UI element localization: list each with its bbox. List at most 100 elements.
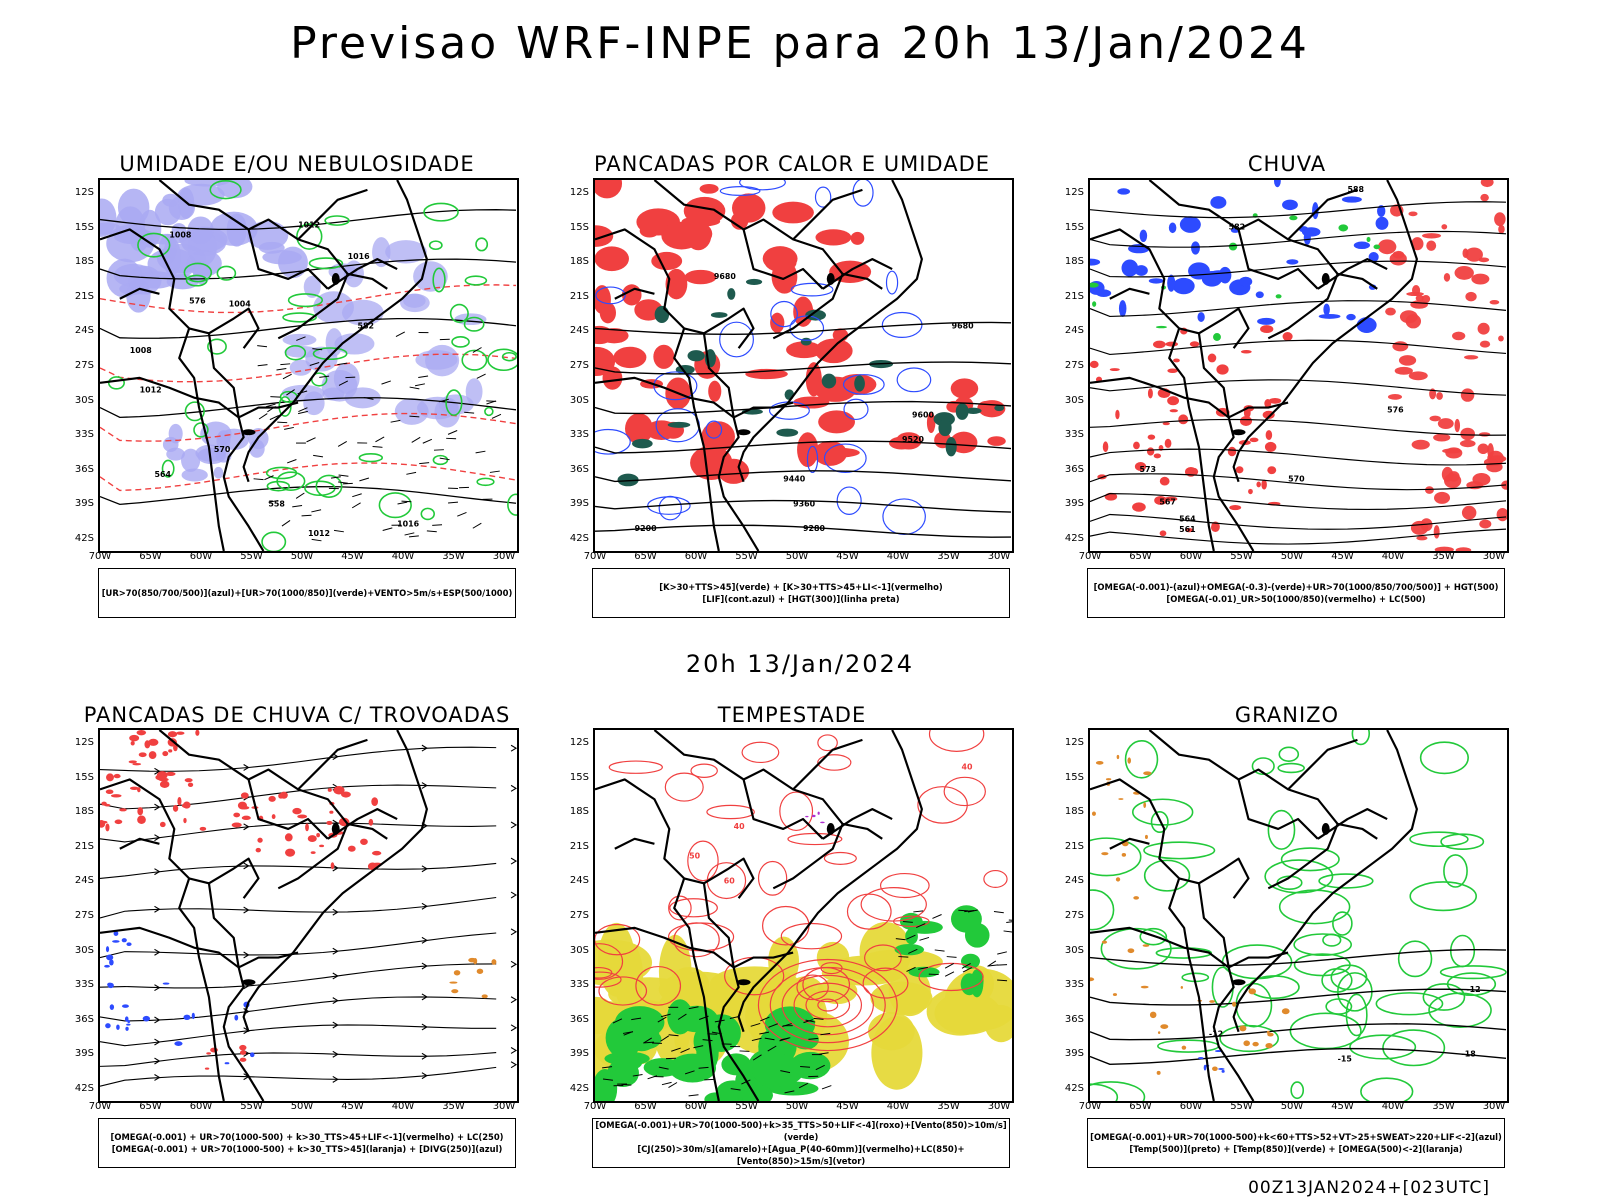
latitude-tick-label: 33S bbox=[1064, 979, 1084, 991]
contour-label: 576 bbox=[1387, 405, 1404, 414]
latitude-tick-label: 42S bbox=[74, 533, 94, 544]
longitude-tick-label: 70W bbox=[1078, 1101, 1102, 1112]
longitude-tick-label: 70W bbox=[88, 1101, 112, 1112]
map-panel: 40 50 60 40 bbox=[593, 728, 1014, 1103]
contour-label: 558 bbox=[268, 499, 285, 508]
latitude-tick-label: 15S bbox=[74, 221, 94, 233]
panel-legend: [OMEGA(-0.001)+UR>70(1000-500)+k>35_TTS>… bbox=[592, 1118, 1010, 1168]
longitude-tick-label: 55W bbox=[735, 1101, 758, 1112]
latitude-tick-label: 33S bbox=[569, 429, 589, 441]
latitude-tick-label: 30S bbox=[74, 394, 94, 406]
humidity-green-contours bbox=[107, 180, 517, 551]
latitude-tick-label: 24S bbox=[569, 325, 589, 337]
contour-label: 1016 bbox=[397, 519, 420, 528]
latitude-tick-label: 27S bbox=[1064, 360, 1084, 371]
longitude-tick-label: 70W bbox=[1078, 551, 1102, 562]
contour-lines bbox=[595, 321, 1012, 538]
latitude-tick-label: 39S bbox=[569, 1048, 589, 1060]
panel-title: PANCADAS DE CHUVA C/ TROVOADAS bbox=[83, 703, 511, 727]
panel-title: CHUVA bbox=[1247, 152, 1327, 176]
latitude-tick-label: 36S bbox=[74, 463, 94, 475]
longitude-tick-label: 50W bbox=[785, 551, 809, 562]
longitude-tick-label: 45W bbox=[1331, 551, 1354, 562]
latitude-tick-label: 12S bbox=[1064, 187, 1084, 198]
contour-label: 1016 bbox=[348, 252, 371, 261]
latitude-tick-label: 24S bbox=[74, 875, 94, 887]
wind-vectors bbox=[602, 1006, 832, 1097]
map-borders bbox=[1090, 730, 1418, 1101]
longitude-tick-label: 55W bbox=[1230, 551, 1253, 562]
map-borders bbox=[595, 180, 923, 551]
longitude-tick-label: 70W bbox=[88, 551, 112, 562]
longitude-tick-label: 60W bbox=[189, 551, 213, 562]
precipitable-water-contours bbox=[595, 730, 1008, 1052]
map-borders bbox=[595, 730, 923, 1101]
latitude-tick-label: 15S bbox=[569, 221, 589, 233]
longitude-tick-label: 60W bbox=[684, 1101, 708, 1112]
longitude-tick-label: 60W bbox=[1179, 551, 1203, 562]
latitude-tick-label: 30S bbox=[569, 394, 589, 406]
contour-label: 564 bbox=[154, 470, 171, 479]
longitude-tick-label: 55W bbox=[735, 551, 758, 562]
latitude-tick-label: 27S bbox=[74, 910, 94, 921]
longitude-tick-label: 40W bbox=[1381, 1101, 1405, 1112]
contour-lines bbox=[1090, 201, 1507, 545]
contour-label: 1012 bbox=[308, 529, 330, 538]
latitude-tick-label: 33S bbox=[74, 979, 94, 991]
shaded-region bbox=[1198, 1050, 1225, 1073]
map-panel bbox=[98, 728, 519, 1103]
shaded-region bbox=[100, 730, 207, 832]
latitude-tick-label: 36S bbox=[569, 1013, 589, 1025]
contour-label: 588 bbox=[1348, 185, 1365, 194]
latitude-tick-label: 21S bbox=[569, 290, 589, 302]
contour-label: 1004 bbox=[229, 300, 252, 309]
panel-legend: [OMEGA(-0.001)-(azul)+OMEGA(-0.3)-(verde… bbox=[1087, 568, 1505, 618]
wind-vectors bbox=[253, 331, 502, 542]
latitude-tick-label: 21S bbox=[1064, 290, 1084, 302]
contour-label: -15 bbox=[1338, 1054, 1352, 1063]
shaded-region bbox=[1377, 180, 1506, 437]
shaded-region bbox=[595, 999, 831, 1101]
longitude-tick-label: 65W bbox=[634, 1101, 657, 1112]
shaded-region bbox=[204, 1044, 247, 1070]
shaded-region bbox=[933, 403, 1005, 457]
latitude-tick-label: 15S bbox=[1064, 221, 1084, 233]
longitude-tick-label: 65W bbox=[139, 551, 162, 562]
panel-title: TEMPESTADE bbox=[717, 703, 867, 727]
contour-label: 9680 bbox=[714, 272, 737, 281]
latitude-tick-label: 24S bbox=[1064, 875, 1084, 887]
latitude-tick-label: 42S bbox=[1064, 1083, 1084, 1094]
map-panel: 9680 9680 9600 9520 9440 9360 9280 9200 bbox=[593, 178, 1014, 553]
legend-line: [CJ(250)>30m/s](amarelo)+[Agua_P(40-60mm… bbox=[637, 1144, 965, 1166]
map-panel: 588 582 576 573 570 567 564 561 bbox=[1088, 178, 1509, 553]
longitude-tick-label: 60W bbox=[189, 1101, 213, 1112]
latitude-tick-label: 30S bbox=[1064, 944, 1084, 956]
longitude-tick-label: 60W bbox=[1179, 1101, 1203, 1112]
longitude-tick-label: 65W bbox=[634, 551, 657, 562]
longitude-tick-label: 50W bbox=[290, 551, 314, 562]
contour-label: 570 bbox=[214, 445, 231, 454]
longitude-tick-label: 40W bbox=[1381, 551, 1405, 562]
latitude-tick-label: 12S bbox=[569, 187, 589, 198]
latitude-tick-label: 12S bbox=[569, 737, 589, 748]
legend-line: [OMEGA(-0.001) + UR>70(1000-500) + k>30_… bbox=[110, 1132, 504, 1142]
contour-label: 40 bbox=[734, 822, 746, 831]
latitude-tick-label: 21S bbox=[74, 840, 94, 852]
latitude-tick-label: 24S bbox=[1064, 325, 1084, 337]
latitude-tick-label: 42S bbox=[569, 1083, 589, 1094]
contour-label: 570 bbox=[1288, 475, 1305, 484]
latitude-tick-label: 15S bbox=[1064, 771, 1084, 783]
longitude-tick-label: 45W bbox=[1331, 1101, 1354, 1112]
contour-label: 50 bbox=[689, 852, 701, 861]
longitude-tick-label: 45W bbox=[341, 551, 364, 562]
latitude-tick-label: 36S bbox=[1064, 463, 1084, 475]
latitude-tick-label: 21S bbox=[569, 840, 589, 852]
longitude-tick-label: 35W bbox=[1432, 1101, 1455, 1112]
contour-label: 9680 bbox=[952, 321, 975, 330]
shaded-region bbox=[1090, 213, 1381, 341]
longitude-tick-label: 35W bbox=[937, 551, 960, 562]
latitude-tick-label: 33S bbox=[569, 979, 589, 991]
latitude-tick-label: 42S bbox=[1064, 533, 1084, 544]
longitude-tick-label: 30W bbox=[987, 551, 1011, 562]
latitude-tick-label: 24S bbox=[569, 875, 589, 887]
